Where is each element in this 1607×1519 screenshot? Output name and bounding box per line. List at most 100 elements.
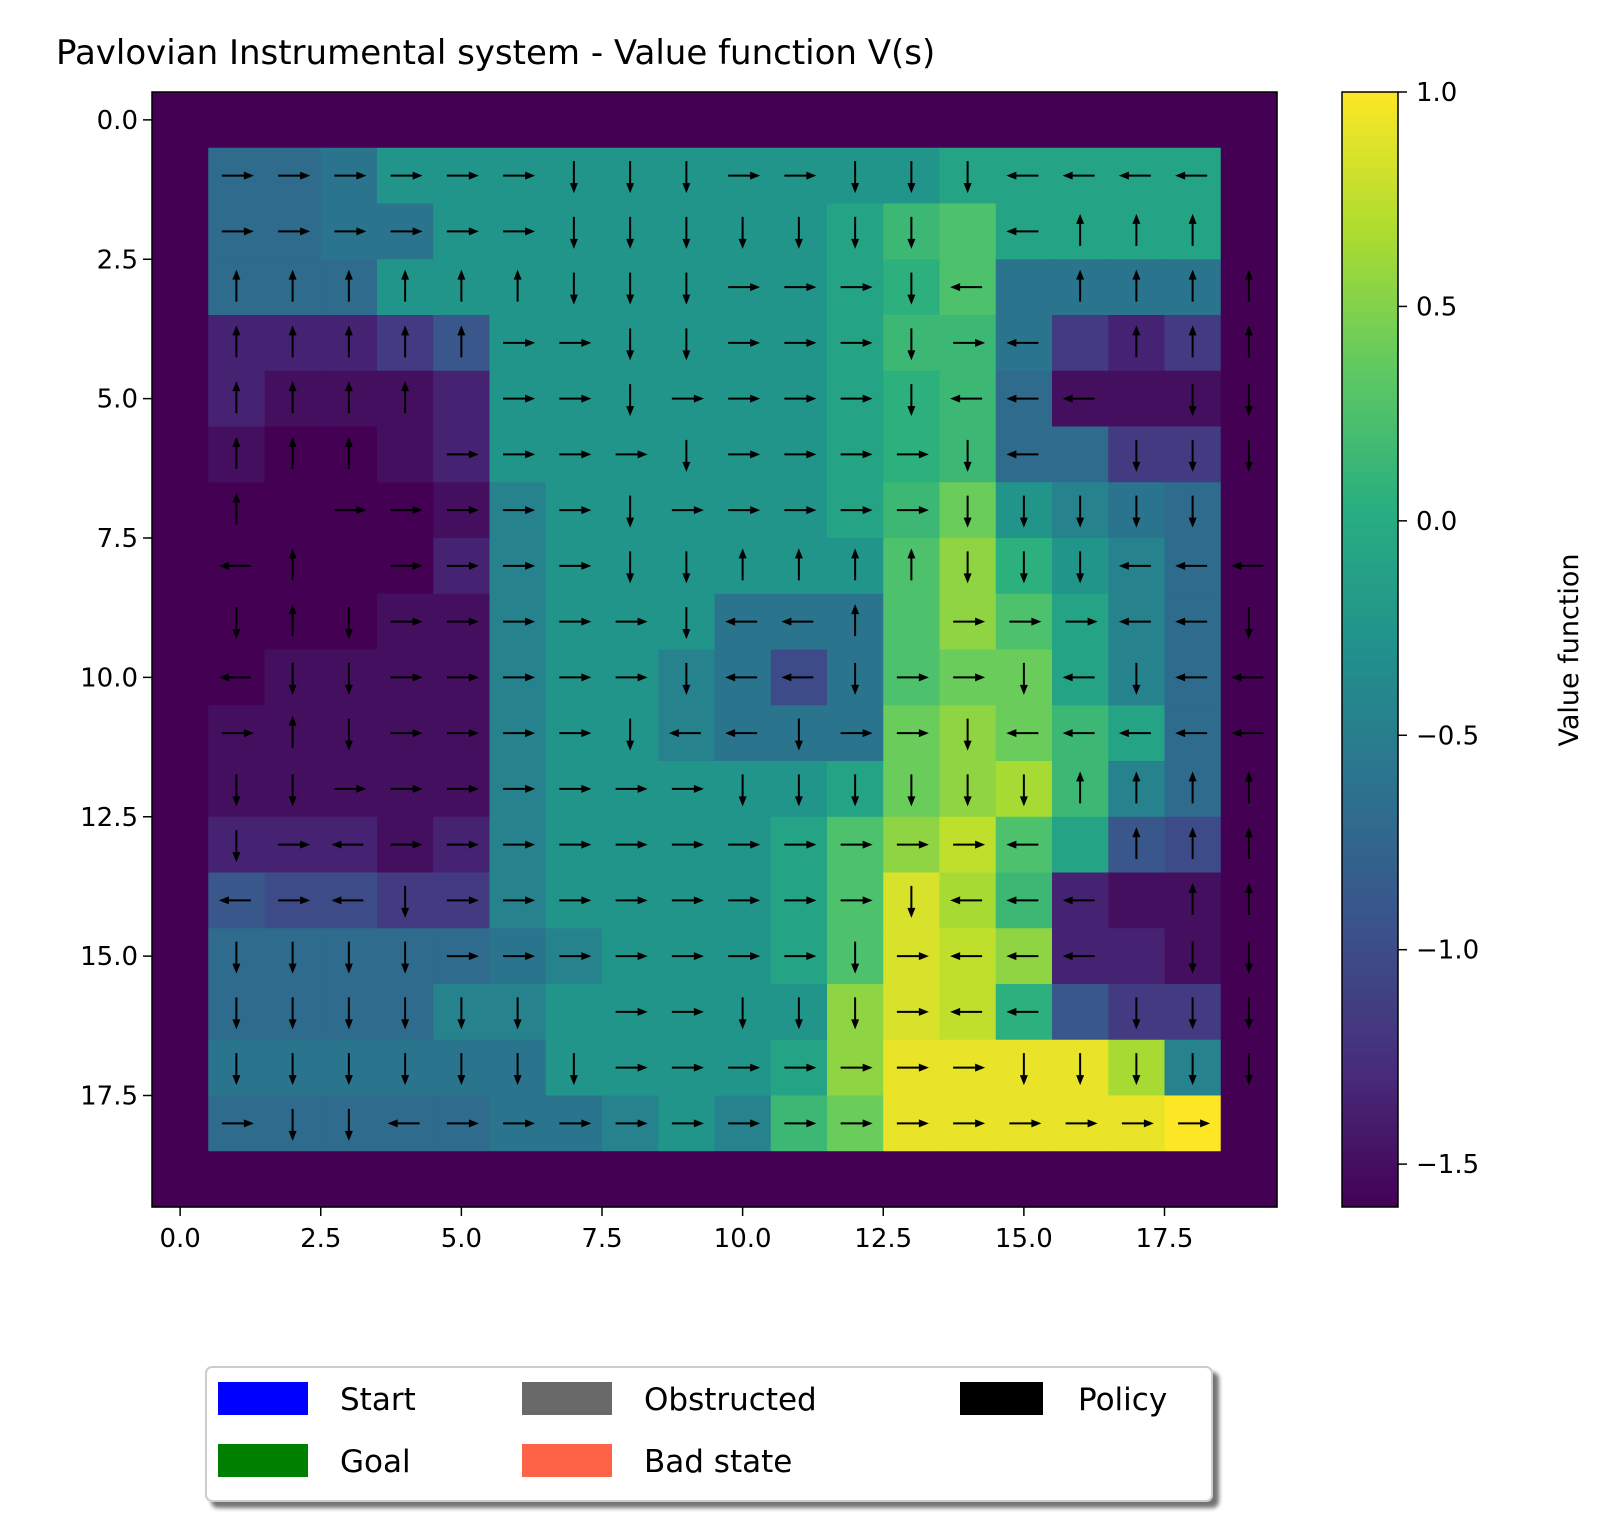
policy-arrow	[503, 673, 536, 682]
heatmap-cell	[939, 92, 997, 149]
policy-arrow	[1188, 213, 1197, 246]
policy-arrow	[232, 607, 241, 640]
policy-arrow	[390, 227, 423, 236]
policy-arrow	[671, 1119, 704, 1128]
policy-arrow	[682, 662, 691, 695]
policy-arrow	[896, 450, 929, 459]
legend: Start Obstructed Policy Goal Bad state	[205, 1366, 1213, 1502]
policy-arrow	[503, 171, 536, 180]
policy-arrow	[232, 830, 241, 863]
policy-arrow	[559, 338, 592, 347]
policy-arrow	[1009, 617, 1042, 626]
policy-arrow	[446, 561, 479, 570]
policy-arrow	[626, 216, 635, 249]
policy-arrow	[840, 338, 873, 347]
policy-arrow	[851, 774, 860, 807]
policy-arrow	[288, 997, 297, 1030]
policy-arrow	[1244, 941, 1253, 974]
heatmap-cell	[377, 426, 434, 483]
policy-arrow	[682, 328, 691, 361]
policy-arrow	[626, 328, 635, 361]
policy-arrow	[1006, 394, 1039, 403]
policy-arrow	[390, 506, 423, 515]
policy-arrow	[559, 673, 592, 682]
policy-arrow	[1188, 325, 1197, 358]
heatmap-cell	[152, 649, 209, 706]
policy-arrow	[1231, 729, 1264, 738]
policy-arrow	[288, 381, 297, 414]
policy-arrow	[1178, 1119, 1211, 1128]
heatmap-cell	[152, 1151, 209, 1208]
policy-arrow	[503, 394, 536, 403]
policy-arrow	[781, 617, 814, 626]
policy-arrow	[851, 997, 860, 1030]
policy-arrow	[559, 561, 592, 570]
policy-arrow	[840, 394, 873, 403]
policy-arrow	[1244, 997, 1253, 1030]
policy-arrow	[851, 161, 860, 194]
policy-arrow	[671, 1063, 704, 1072]
policy-arrow	[559, 450, 592, 459]
policy-arrow	[221, 1119, 254, 1128]
x-tick-label: 0.0	[159, 1224, 200, 1254]
policy-arrow	[840, 1119, 873, 1128]
policy-arrow	[851, 941, 860, 974]
policy-arrow	[1188, 1053, 1197, 1086]
heatmap-cell	[152, 761, 209, 818]
colorbar-ticks: 1.0 0.5 0.0 −0.5 −1.0 −1.5	[1398, 78, 1479, 1180]
policy-arrow	[626, 384, 635, 417]
policy-arrow	[615, 784, 648, 793]
policy-arrow	[1019, 551, 1028, 584]
policy-arrow	[784, 1119, 817, 1128]
policy-arrow	[1244, 1053, 1253, 1086]
policy-arrow	[288, 548, 297, 581]
policy-arrow	[615, 1063, 648, 1072]
policy-arrow	[1118, 171, 1151, 180]
policy-arrow	[559, 1119, 592, 1128]
policy-arrow	[668, 729, 701, 738]
policy-arrow	[896, 729, 929, 738]
policy-arrow	[446, 617, 479, 626]
heatmap-cell	[1108, 872, 1166, 929]
heatmap-cell	[995, 259, 1053, 316]
policy-arrow	[1006, 1007, 1039, 1016]
policy-arrow	[401, 381, 410, 414]
policy-arrow	[728, 283, 761, 292]
policy-arrow	[513, 269, 522, 302]
policy-arrow	[953, 338, 986, 347]
heatmap-cell	[658, 1151, 716, 1208]
heatmap-cell	[320, 1151, 378, 1208]
policy-arrow	[725, 729, 758, 738]
policy-arrow	[288, 1053, 297, 1086]
policy-arrow	[1006, 338, 1039, 347]
policy-arrow	[390, 561, 423, 570]
policy-arrow	[1062, 673, 1095, 682]
policy-arrow	[513, 997, 522, 1030]
x-tick-label: 15.0	[995, 1224, 1053, 1254]
policy-arrow	[1244, 384, 1253, 417]
heatmap-cell	[152, 705, 209, 762]
policy-arrow	[1244, 325, 1253, 358]
policy-arrow	[401, 885, 410, 918]
policy-arrow	[232, 325, 241, 358]
policy-arrow	[559, 394, 592, 403]
policy-arrow	[232, 492, 241, 525]
policy-arrow	[907, 548, 916, 581]
policy-arrow	[950, 1007, 983, 1016]
policy-arrow	[738, 997, 747, 1030]
x-tick-label: 17.5	[1136, 1224, 1194, 1254]
policy-arrow	[503, 952, 536, 961]
policy-arrow	[840, 840, 873, 849]
policy-arrow	[1006, 896, 1039, 905]
policy-arrow	[390, 840, 423, 849]
policy-arrow	[390, 673, 423, 682]
x-axis: 0.0 2.5 5.0 7.5 10.0 12.5 15.0 17.5	[159, 1207, 1193, 1254]
legend-swatch-policy	[960, 1382, 1043, 1415]
heatmap-cell	[152, 984, 209, 1041]
policy-arrow	[1019, 662, 1028, 695]
heatmap-cell	[152, 538, 209, 595]
policy-arrow	[278, 171, 311, 180]
policy-arrow	[784, 506, 817, 515]
policy-arrow	[671, 952, 704, 961]
policy-arrow	[503, 506, 536, 515]
